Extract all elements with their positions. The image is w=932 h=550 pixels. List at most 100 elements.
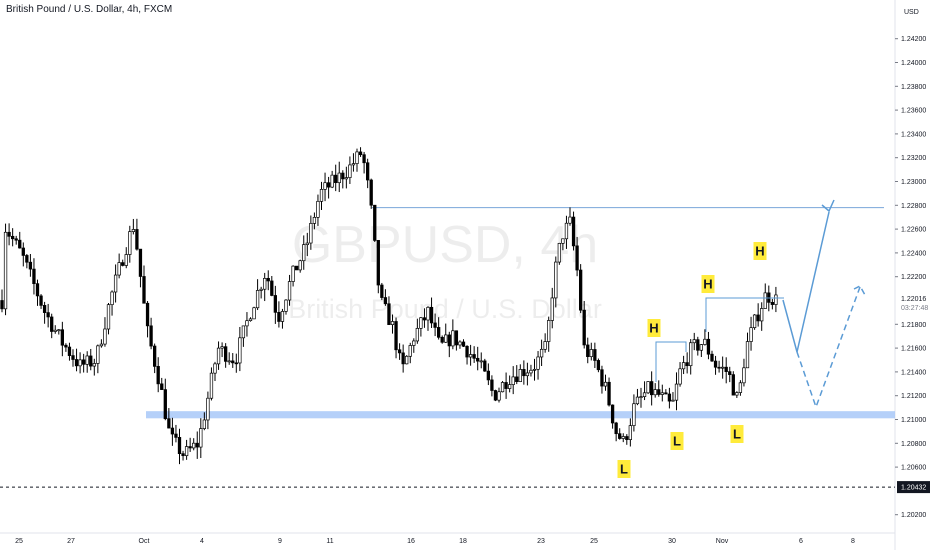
- low-marker-badge: [897, 481, 930, 494]
- candle-up: [124, 254, 128, 266]
- candle-down: [578, 269, 583, 311]
- candle-down: [504, 382, 508, 389]
- candle-up: [344, 177, 348, 180]
- candle-down: [39, 295, 43, 306]
- candle-down: [713, 360, 718, 368]
- candle-up: [57, 329, 61, 332]
- projection-solid: [782, 211, 830, 353]
- candle-down: [334, 174, 338, 184]
- label-text: H: [703, 277, 712, 292]
- candle-down: [607, 381, 611, 406]
- candle-up: [302, 244, 306, 262]
- candle-up: [511, 376, 515, 385]
- time-tick-label: 6: [799, 538, 803, 545]
- swing-line-1: [655, 341, 687, 382]
- candle-up: [479, 360, 483, 363]
- candle-up: [103, 328, 107, 345]
- candle-up: [117, 262, 121, 276]
- time-tick-label: 16: [407, 538, 415, 545]
- candle-up: [131, 229, 136, 232]
- candle-up: [106, 304, 111, 330]
- time-tick-label: 23: [537, 538, 545, 545]
- candle-down: [366, 162, 370, 181]
- time-tick-label: 25: [15, 538, 23, 545]
- swing-label-l: L: [617, 460, 631, 478]
- countdown-label: 03:27:48: [901, 305, 928, 312]
- candle-down: [575, 245, 579, 271]
- label-bg: [730, 425, 744, 443]
- candle-up: [92, 363, 96, 367]
- candle-up: [184, 446, 189, 457]
- price-tick-label: 1.20600: [901, 465, 926, 472]
- candle-down: [170, 427, 175, 435]
- candle-down: [188, 446, 192, 449]
- candle-down: [383, 297, 388, 305]
- candle-down: [60, 329, 64, 346]
- price-tick-label: 1.22600: [901, 227, 926, 234]
- candle-down: [476, 357, 480, 362]
- candle-down: [224, 346, 228, 362]
- candle-up: [632, 403, 636, 426]
- candle-down: [437, 327, 441, 338]
- price-tick-label: 1.22200: [901, 274, 926, 281]
- candle-up: [738, 382, 743, 393]
- candle-up: [742, 367, 746, 384]
- candle-up: [735, 392, 739, 396]
- candle-up: [674, 383, 679, 401]
- candle-up: [259, 288, 263, 291]
- candle-up: [639, 396, 643, 398]
- candle-down: [163, 389, 167, 420]
- candle-down: [21, 247, 25, 256]
- candle-down: [717, 366, 721, 369]
- candle-up: [621, 436, 625, 439]
- candle-down: [667, 393, 672, 402]
- candle-up: [451, 330, 455, 347]
- candle-down: [35, 283, 40, 297]
- candle-down: [461, 341, 466, 347]
- candle-up: [220, 346, 224, 349]
- candle-down: [135, 229, 139, 250]
- candles: [0, 147, 778, 465]
- candle-up: [192, 442, 196, 449]
- candle-down: [422, 317, 427, 321]
- candle-up: [390, 321, 395, 325]
- swing-label-l: L: [730, 425, 744, 443]
- candle-up: [543, 341, 547, 350]
- candle-up: [426, 306, 430, 321]
- candle-up: [554, 261, 558, 299]
- candle-down: [401, 352, 405, 365]
- watermark-symbol: GBPUSD, 4h: [292, 216, 598, 274]
- candle-down: [664, 392, 668, 395]
- price-tick-label: 1.20800: [901, 441, 926, 448]
- candle-up: [291, 265, 295, 282]
- candle-up: [255, 290, 260, 309]
- candle-down: [177, 437, 182, 455]
- candle-up: [319, 189, 324, 202]
- candle-up: [245, 320, 249, 327]
- candle-up: [248, 318, 253, 322]
- candle-down: [64, 344, 68, 348]
- candle-down: [493, 390, 498, 401]
- label-bg: [701, 275, 715, 293]
- candle-up: [774, 294, 778, 305]
- currency-label: USD: [904, 9, 919, 16]
- time-tick-label: 8: [851, 538, 855, 545]
- candle-up: [760, 308, 764, 322]
- price-tick-label: 1.23200: [901, 155, 926, 162]
- candle-down: [454, 330, 459, 346]
- low-marker-label: 1.20432: [901, 485, 926, 492]
- candle-up: [557, 243, 561, 263]
- candle-down: [710, 353, 714, 362]
- candle-down: [387, 303, 391, 325]
- price-tick-label: 1.22800: [901, 203, 926, 210]
- candle-up: [227, 360, 231, 363]
- candle-down: [447, 334, 451, 347]
- candle-down: [74, 359, 79, 367]
- candle-up: [305, 242, 309, 246]
- candle-up: [635, 396, 640, 405]
- candle-up: [752, 314, 757, 329]
- candle-down: [600, 369, 604, 387]
- candle-up: [720, 366, 725, 369]
